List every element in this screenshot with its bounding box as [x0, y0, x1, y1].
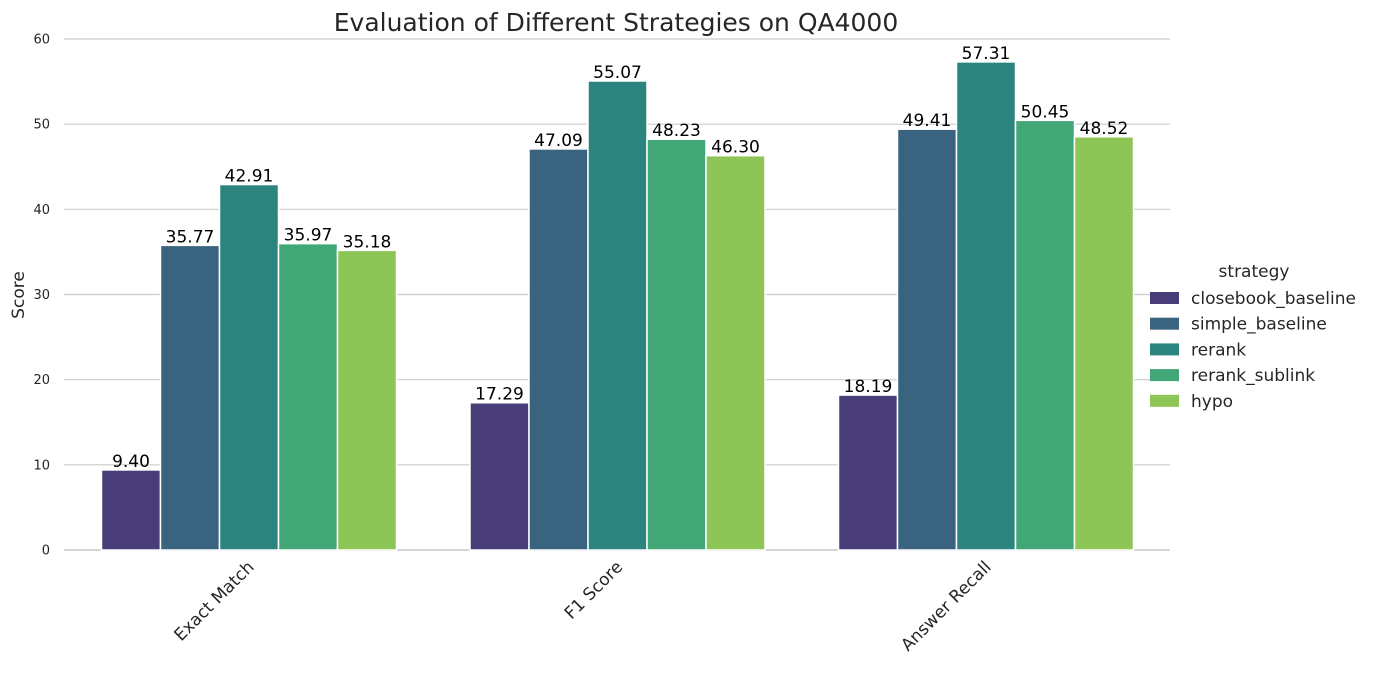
x-tick-label: F1 Score [561, 557, 627, 623]
legend-swatch-rerank [1150, 343, 1179, 356]
bar-simple_baseline-3 [896, 128, 958, 551]
legend-label-simple_baseline: simple_baseline [1191, 315, 1327, 335]
y-tick-label: 10 [33, 458, 50, 473]
bar-labels: 9.40 17.29 18.19 35.77 47.09 49.41 42.91 55.07 5… [112, 44, 1128, 472]
bar-value-label: 35.18 [343, 232, 392, 252]
legend: strategy closebook_baseline simple_baseli… [1150, 262, 1356, 412]
y-tick-label: 20 [33, 373, 50, 388]
bar-value-label: 50.45 [1021, 102, 1070, 122]
legend-label-rerank: rerank [1191, 340, 1246, 360]
bar-value-label: 55.07 [593, 63, 642, 83]
legend-swatch-hypo [1150, 394, 1179, 407]
bar-value-label: 49.41 [903, 111, 952, 131]
bar-rerank-2 [587, 80, 648, 551]
bar-value-label: 17.29 [475, 385, 524, 405]
y-tick-label: 40 [33, 203, 50, 218]
bar-simple_baseline-1 [159, 244, 221, 551]
bar-value-label: 18.19 [844, 377, 893, 397]
x-tick-label: Answer Recall [897, 557, 995, 655]
bars [100, 61, 1135, 551]
y-axis: 0 10 20 30 40 50 60 [33, 33, 50, 559]
bar-value-label: 35.97 [284, 226, 333, 246]
bar-rerank_sublink-2 [646, 138, 707, 551]
bar-rerank-1 [218, 183, 280, 551]
bar-value-label: 47.09 [534, 131, 583, 151]
legend-label-rerank_sublink: rerank_sublink [1191, 366, 1315, 386]
bar-closebook_baseline-3 [837, 394, 899, 551]
bar-hypo-2 [705, 154, 766, 551]
legend-label-closebook_baseline: closebook_baseline [1191, 289, 1356, 309]
legend-swatch-rerank_sublink [1150, 369, 1179, 382]
bar-closebook_baseline-2 [469, 401, 530, 551]
y-tick-label: 60 [33, 33, 50, 48]
bar-value-label: 42.91 [225, 167, 274, 187]
bar-hypo-1 [336, 249, 398, 551]
bar-value-label: 48.23 [652, 121, 701, 141]
legend-title: strategy [1219, 262, 1290, 282]
legend-swatch-closebook_baseline [1150, 292, 1179, 304]
y-tick-label: 0 [42, 544, 50, 559]
y-tick-label: 50 [33, 118, 50, 133]
bar-value-label: 48.52 [1080, 119, 1129, 139]
bar-hypo-3 [1073, 136, 1135, 551]
x-tick-label: Exact Match [170, 557, 258, 645]
bar-closebook_baseline-1 [100, 469, 162, 551]
y-axis-label: Score [9, 271, 29, 319]
chart-title: Evaluation of Different Strategies on QA… [334, 8, 899, 37]
bar-rerank_sublink-3 [1014, 119, 1076, 551]
bar-rerank_sublink-1 [277, 242, 339, 551]
bar-value-label: 46.30 [711, 138, 760, 158]
x-axis: Exact Match F1 Score Answer Recall [170, 557, 995, 655]
legend-swatch-simple_baseline [1150, 317, 1179, 330]
bar-value-label: 35.77 [166, 227, 215, 247]
bar-value-label: 57.31 [962, 44, 1011, 64]
y-tick-label: 30 [33, 288, 50, 303]
bar-simple_baseline-2 [528, 148, 589, 551]
bar-rerank-3 [955, 61, 1017, 551]
legend-label-hypo: hypo [1191, 392, 1233, 412]
bar-value-label: 9.40 [112, 452, 150, 472]
